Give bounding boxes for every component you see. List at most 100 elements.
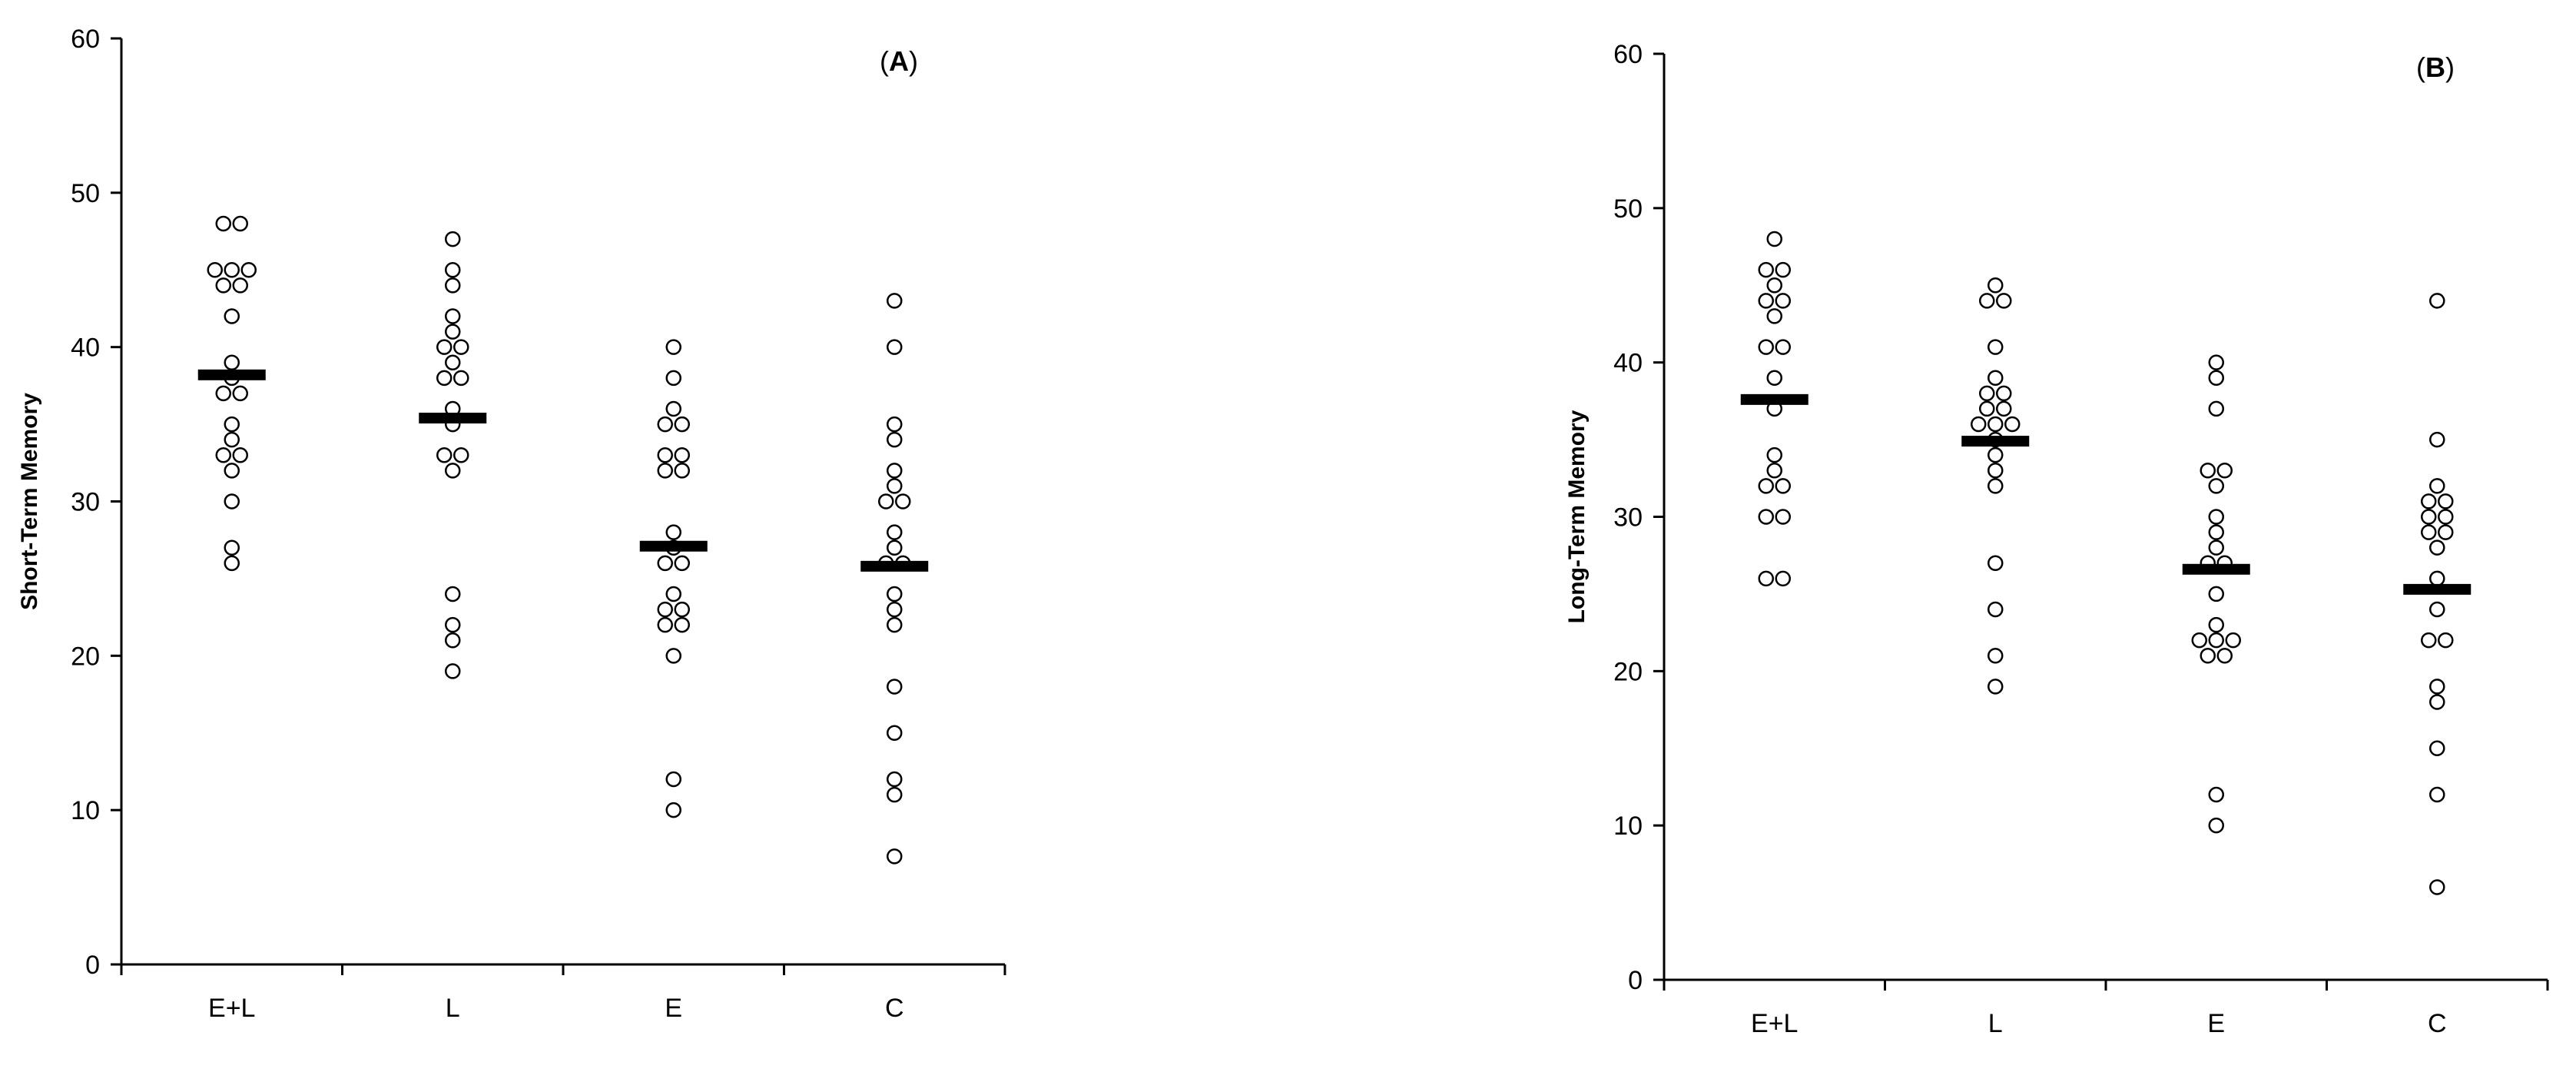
data-point (2438, 493, 2454, 509)
mean-bar (2403, 583, 2472, 595)
data-point (224, 539, 240, 556)
data-point (1988, 679, 2004, 695)
x-tick-label: E+L (1751, 1009, 1798, 1038)
data-point (2216, 463, 2233, 479)
data-point (1979, 293, 1995, 309)
data-point (887, 524, 903, 540)
data-point (453, 339, 469, 355)
data-point (1988, 277, 2004, 294)
data-point (2216, 648, 2233, 664)
data-point (2208, 632, 2224, 649)
data-point (2429, 879, 2445, 895)
data-point (1988, 370, 2004, 386)
data-point (2208, 786, 2224, 803)
data-point (445, 586, 461, 602)
data-point (665, 400, 681, 417)
data-point (1996, 400, 2012, 417)
data-point (224, 354, 240, 370)
data-point (2208, 509, 2224, 525)
data-point (887, 463, 903, 479)
data-point (1988, 555, 2004, 571)
data-point (887, 478, 903, 494)
data-point (674, 601, 690, 618)
data-point (1996, 293, 2012, 309)
chart-panel-A: 0 10 20 30 40 50 60 E+L L E C Short-Term Memory (A) (17, 25, 1006, 1023)
data-point (2208, 524, 2224, 540)
data-point (2421, 632, 2437, 649)
data-point (215, 277, 231, 294)
y-tick-label: 30 (71, 488, 100, 517)
data-point (232, 215, 248, 232)
data-point (445, 632, 461, 649)
data-point (1988, 601, 2004, 618)
data-point (232, 447, 248, 463)
data-point (2004, 416, 2021, 433)
data-point (1766, 463, 1782, 479)
data-point (224, 262, 240, 278)
data-point (1758, 293, 1774, 309)
data-point (224, 308, 240, 324)
data-point (665, 524, 681, 540)
data-point (674, 447, 690, 463)
data-point (2208, 616, 2224, 633)
y-tick-label: 60 (1613, 40, 1643, 69)
data-point (1758, 478, 1774, 494)
data-point (2208, 539, 2224, 556)
mean-bar (639, 540, 708, 552)
data-point (1775, 509, 1791, 525)
data-point (2429, 740, 2445, 756)
data-point (2429, 570, 2445, 587)
y-tick-label: 0 (85, 951, 100, 980)
y-tick-label: 50 (71, 179, 100, 208)
x-tick-label: E+L (208, 994, 255, 1023)
data-point (2225, 632, 2241, 649)
data-point (1775, 478, 1791, 494)
y-tick-label: 20 (1613, 657, 1643, 686)
data-point (445, 308, 461, 324)
data-point (453, 370, 469, 387)
y-axis-title: Long-Term Memory (1564, 410, 1590, 623)
data-point (1979, 385, 1995, 402)
data-point (2208, 586, 2224, 602)
x-tick-label: C (2428, 1009, 2447, 1038)
data-point (657, 463, 673, 479)
data-point (2208, 478, 2224, 494)
data-point (665, 586, 681, 602)
data-point (2421, 493, 2437, 509)
data-point (657, 555, 673, 572)
data-point (674, 616, 690, 633)
data-point (1775, 570, 1791, 587)
data-point (657, 416, 673, 433)
data-point (657, 616, 673, 633)
y-tick-label: 10 (71, 796, 100, 825)
data-point (657, 601, 673, 618)
data-point (878, 493, 894, 509)
mean-bar (1961, 436, 2030, 447)
x-tick-label: L (1988, 1009, 2003, 1038)
data-point (2191, 632, 2207, 649)
data-point (232, 385, 248, 402)
mean-bar (860, 560, 929, 572)
data-point (2438, 632, 2454, 649)
y-tick-label: 40 (71, 334, 100, 363)
mean-bar (197, 369, 266, 380)
data-point (207, 262, 223, 278)
data-point (1766, 231, 1782, 247)
data-point (1775, 293, 1791, 309)
data-point (436, 370, 453, 387)
data-point (215, 215, 231, 232)
y-tick-label: 50 (1613, 194, 1643, 224)
x-tick-label: C (885, 994, 904, 1023)
data-point (224, 416, 240, 433)
y-tick-label: 60 (71, 25, 100, 54)
data-point (2429, 679, 2445, 695)
data-point (1766, 277, 1782, 294)
data-point (674, 555, 690, 572)
x-tick-label: L (446, 994, 460, 1023)
panel-label: (A) (880, 45, 918, 77)
data-point (240, 262, 257, 278)
data-point (1758, 261, 1774, 278)
data-point (2421, 509, 2437, 525)
data-point (1971, 416, 1987, 433)
data-point (674, 416, 690, 433)
